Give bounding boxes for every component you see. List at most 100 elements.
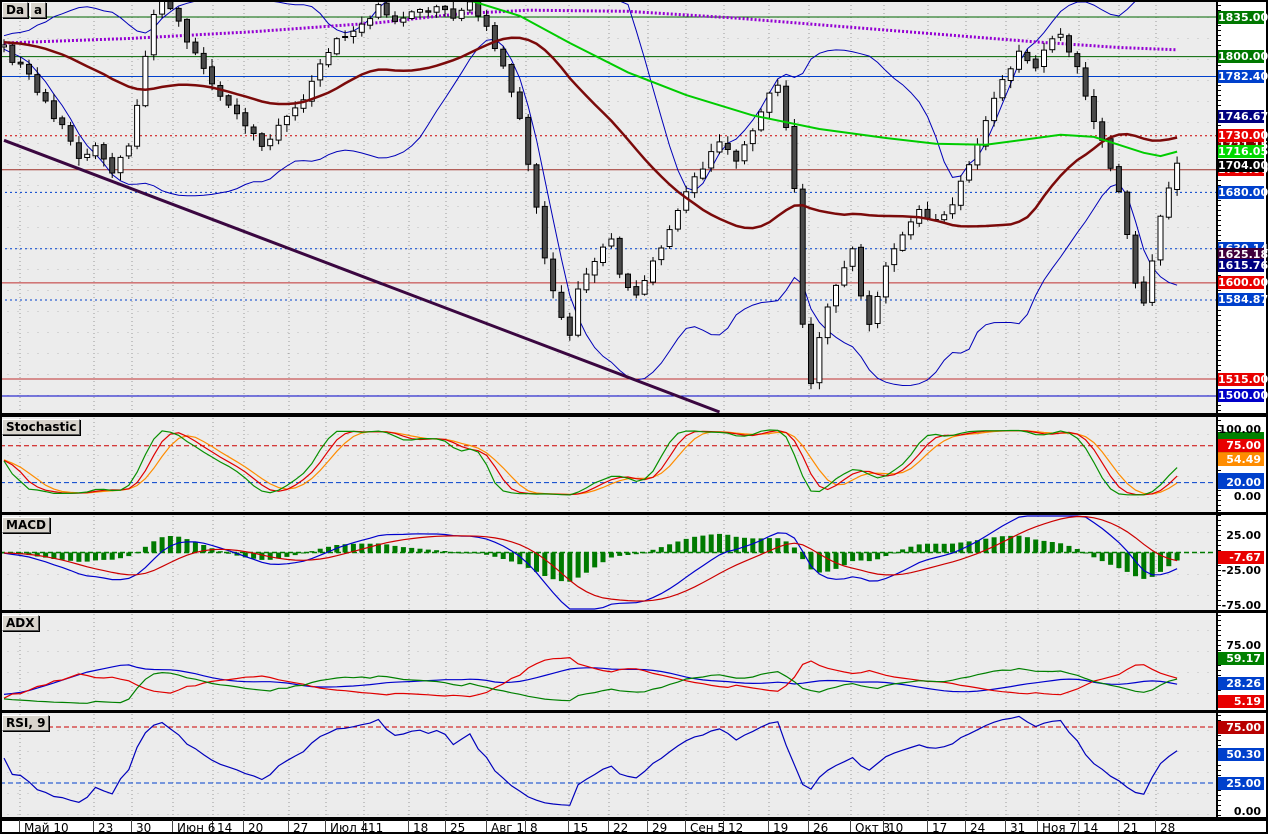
- value-axis-minor-ticks: [1216, 0, 1221, 817]
- date-label: 8: [530, 821, 538, 834]
- macd-panel[interactable]: [0, 515, 1216, 610]
- date-tick: [927, 820, 928, 832]
- date-label: 18: [413, 821, 429, 834]
- date-label: Май 10: [24, 821, 69, 834]
- macd-label[interactable]: MACD: [2, 517, 50, 533]
- price-label: 1584.87: [1218, 293, 1268, 306]
- date-tick: [131, 820, 132, 832]
- date-tick: [685, 820, 686, 832]
- date-label: Окт 3: [855, 821, 891, 834]
- chart-label-fragment[interactable]: Da: [2, 2, 29, 18]
- date-tick: [525, 820, 526, 832]
- price-label: 1500.00: [1218, 389, 1268, 402]
- macd-value-label: -75.00: [1221, 599, 1261, 612]
- date-tick: [363, 820, 364, 832]
- date-tick: [93, 820, 94, 832]
- price-label: 1835.00: [1218, 11, 1268, 24]
- date-tick: [288, 820, 289, 832]
- chart-label-fragment[interactable]: a: [30, 2, 47, 18]
- frame-left: [0, 0, 2, 834]
- date-label: 22: [613, 821, 629, 834]
- main-price-chart[interactable]: [0, 0, 1216, 413]
- stochastic-panel[interactable]: Портал для трейдеров - ForTrader.ru: [0, 417, 1216, 512]
- date-label: 10: [888, 821, 904, 834]
- date-tick: [608, 820, 609, 832]
- date-label: Июл 4: [330, 821, 369, 834]
- date-label: 21: [1123, 821, 1139, 834]
- date-tick: [408, 820, 409, 832]
- panel-separator[interactable]: [0, 512, 1268, 515]
- price-label: 1800.00: [1218, 50, 1268, 63]
- date-label: Авг 1: [491, 821, 525, 834]
- adx-panel[interactable]: [0, 613, 1216, 710]
- date-tick: [883, 820, 884, 832]
- date-label: Сен 5: [690, 821, 726, 834]
- date-label: 19: [773, 821, 789, 834]
- date-label: 15: [573, 821, 589, 834]
- price-label: 1615.76: [1218, 259, 1268, 272]
- date-tick: [1078, 820, 1079, 832]
- adx-value-label: 75.00: [1226, 639, 1261, 652]
- panel-separator[interactable]: [0, 817, 1268, 819]
- date-tick: [19, 820, 20, 832]
- price-label: 1625.18: [1218, 248, 1268, 261]
- date-label: 28: [1160, 821, 1176, 834]
- date-tick: [1005, 820, 1006, 832]
- date-label: 25: [450, 821, 466, 834]
- adx-label[interactable]: ADX: [2, 615, 39, 631]
- date-tick: [965, 820, 966, 832]
- price-label: 1746.67: [1218, 110, 1268, 123]
- frame-bottom: [0, 832, 1268, 834]
- date-tick: [850, 820, 851, 832]
- date-tick: [445, 820, 446, 832]
- panel-separator[interactable]: [0, 413, 1268, 417]
- date-tick: [568, 820, 569, 832]
- date-label: 20: [248, 821, 264, 834]
- date-label: 29: [652, 821, 668, 834]
- date-tick: [172, 820, 173, 832]
- date-tick: [723, 820, 724, 832]
- date-label: 31: [1010, 821, 1026, 834]
- rsi-value-label: 50.30: [1218, 748, 1264, 761]
- date-tick: [212, 820, 213, 832]
- price-label: 1515.00: [1218, 373, 1268, 386]
- date-label: 24: [970, 821, 986, 834]
- panel-separator[interactable]: [0, 610, 1268, 613]
- price-label: 1716.05: [1218, 145, 1268, 158]
- date-tick: [808, 820, 809, 832]
- stochastic-label[interactable]: Stochastic: [2, 419, 81, 435]
- rsi-value-label: 25.00: [1218, 777, 1264, 790]
- stochastic-value-label: 75.00: [1218, 439, 1264, 452]
- price-label: 1782.40: [1218, 70, 1268, 83]
- stochastic-value-label: 54.49: [1218, 453, 1264, 466]
- panel-separator[interactable]: [0, 710, 1268, 713]
- price-label: 1680.00: [1218, 186, 1268, 199]
- date-tick: [486, 820, 487, 832]
- price-label: 1730.00: [1218, 129, 1268, 142]
- adx-value-label: 59.17: [1218, 652, 1264, 665]
- date-label: 12: [728, 821, 744, 834]
- rsi-panel[interactable]: [0, 713, 1216, 817]
- price-label: 1600.00: [1218, 276, 1268, 289]
- stochastic-value-label: 100.00: [1218, 423, 1261, 436]
- price-label: 1704.00: [1218, 159, 1268, 172]
- stochastic-value-label: 0.00: [1233, 490, 1261, 503]
- frame-right: [1266, 0, 1268, 834]
- macd-value-label: -7.67: [1218, 551, 1264, 564]
- date-label: Ноя 7: [1042, 821, 1078, 834]
- stochastic-value-label: 20.00: [1218, 476, 1264, 489]
- adx-value-label: 28.26: [1218, 677, 1264, 690]
- macd-value-label: -25.00: [1221, 564, 1261, 577]
- date-tick: [1118, 820, 1119, 832]
- rsi-label[interactable]: RSI, 9: [2, 715, 50, 731]
- date-label: 30: [136, 821, 152, 834]
- date-tick: [1155, 820, 1156, 832]
- date-tick: [325, 820, 326, 832]
- date-label: 11: [368, 821, 384, 834]
- rsi-value-label: 75.00: [1218, 721, 1264, 734]
- date-axis[interactable]: [0, 819, 1268, 834]
- date-label: Июн 6: [177, 821, 216, 834]
- date-label: 17: [932, 821, 948, 834]
- date-label: 23: [98, 821, 114, 834]
- date-label: 14: [1083, 821, 1099, 834]
